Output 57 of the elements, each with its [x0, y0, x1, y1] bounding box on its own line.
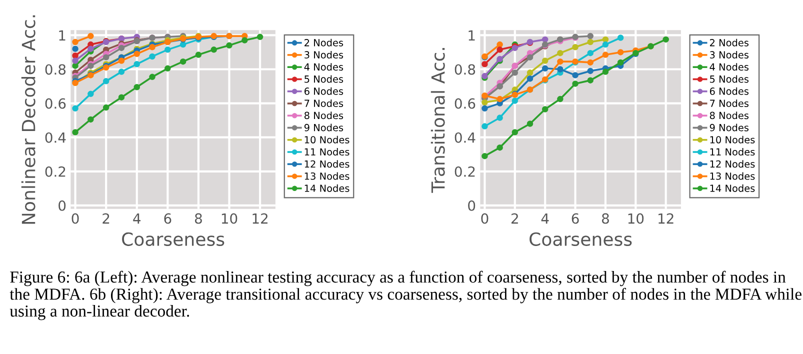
- legend-label: 6 Nodes: [710, 87, 749, 95]
- legend-label: 11 Nodes: [710, 148, 755, 156]
- legend-label: 11 Nodes: [304, 148, 350, 156]
- x-tick-label: 4: [133, 213, 141, 224]
- legend-label: 8 Nodes: [304, 112, 344, 120]
- legend-label: 2 Nodes: [304, 38, 344, 46]
- y-tick-label: 0: [468, 200, 476, 211]
- legend-label: 3 Nodes: [304, 50, 344, 58]
- legend-label: 6 Nodes: [304, 87, 344, 95]
- y-tick-label: 0.6: [454, 98, 476, 109]
- x-tick-label: 6: [164, 213, 172, 224]
- x-tick-label: 8: [194, 213, 202, 224]
- y-axis-title: Nonlinear Decoder Acc.: [21, 15, 36, 224]
- y-tick-label: 0.6: [45, 98, 66, 109]
- y-tick-label: 0.4: [454, 132, 476, 143]
- y-tick-label: 0.8: [45, 64, 66, 75]
- legend-label: 4 Nodes: [304, 63, 344, 71]
- legend-label: 5 Nodes: [710, 75, 749, 83]
- x-tick-label: 12: [252, 213, 268, 224]
- legend-label: 9 Nodes: [304, 124, 344, 132]
- x-axis-title: Coarseness: [530, 232, 632, 246]
- legend-label: 9 Nodes: [710, 124, 749, 132]
- y-tick-label: 0: [58, 200, 66, 211]
- y-tick-label: 0.2: [45, 166, 66, 177]
- x-tick-label: 0: [481, 213, 488, 224]
- y-axis-title: Transitional Acc.: [430, 48, 445, 193]
- y-tick-label: 1: [59, 30, 66, 40]
- legend-label: 7 Nodes: [710, 100, 749, 108]
- legend-label: 3 Nodes: [710, 50, 749, 58]
- x-tick-label: 0: [72, 213, 79, 224]
- x-tick-label: 2: [102, 213, 110, 224]
- x-tick-label: 10: [222, 213, 238, 224]
- y-tick-label: 1: [468, 30, 475, 40]
- legend-label: 10 Nodes: [304, 136, 350, 144]
- legend-label: 14 Nodes: [304, 184, 350, 192]
- x-tick-label: 10: [628, 213, 644, 224]
- y-tick-label: 0.4: [45, 132, 66, 143]
- legend-label: 8 Nodes: [710, 112, 749, 120]
- legend-label: 4 Nodes: [710, 63, 749, 71]
- x-tick-label: 2: [512, 213, 518, 224]
- caption: Figure 6: 6a (Left): Average nonlinear testing accuracy as a function of coarseness, sorted by the number of nodes in the MDFA. 6b (Right): Average transitional accuracy vs coarseness, sorted by the number of nodes in the MDFA while using a non-linear decoder.: [10, 270, 802, 320]
- legend-label: 7 Nodes: [304, 100, 344, 108]
- y-tick-label: 0.2: [454, 166, 475, 177]
- legend-label: 13 Nodes: [710, 172, 755, 180]
- x-axis-title: Coarseness: [122, 232, 224, 246]
- legend-label: 5 Nodes: [304, 75, 344, 83]
- x-tick-label: 12: [658, 213, 674, 224]
- legend-label: 2 Nodes: [710, 38, 749, 46]
- x-tick-label: 6: [572, 213, 579, 224]
- y-tick-label: 0.8: [454, 64, 476, 75]
- legend-label: 12 Nodes: [710, 160, 755, 168]
- x-tick-label: 4: [541, 213, 549, 224]
- x-tick-label: 8: [602, 213, 609, 224]
- legend-label: 10 Nodes: [710, 136, 755, 144]
- legend-label: 14 Nodes: [710, 184, 755, 192]
- legend-label: 13 Nodes: [304, 172, 350, 180]
- legend-label: 12 Nodes: [304, 160, 350, 168]
